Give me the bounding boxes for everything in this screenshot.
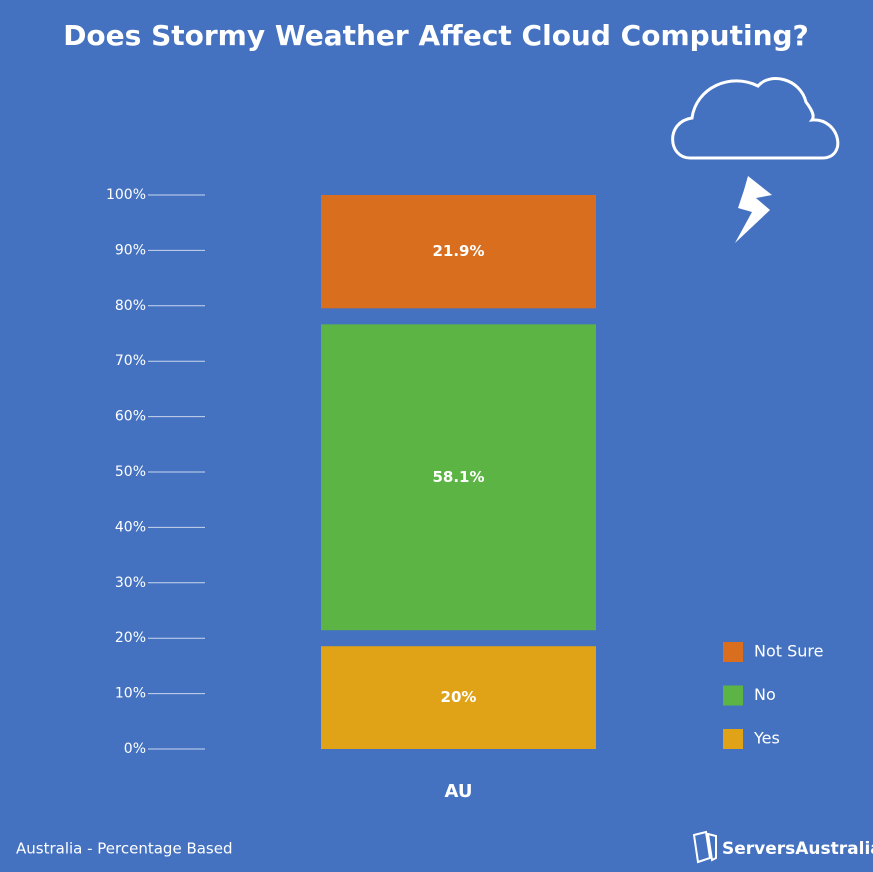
legend-swatch <box>723 729 743 749</box>
bar-segment <box>321 195 596 309</box>
cloud-icon <box>671 77 840 160</box>
value-label: 20% <box>441 688 477 706</box>
y-tick-label: 60% <box>115 409 146 425</box>
value-label: 21.9% <box>432 242 484 260</box>
chart-title: Does Stormy Weather Affect Cloud Computi… <box>63 19 809 52</box>
brand-name: ServersAustralia <box>722 839 873 859</box>
y-tick-label: 40% <box>115 519 146 535</box>
y-tick-label: 10% <box>115 686 146 702</box>
y-tick-label: 100% <box>106 187 146 203</box>
legend-label: Yes <box>753 729 780 748</box>
legend-swatch <box>723 685 743 706</box>
y-tick-label: 90% <box>115 242 146 258</box>
y-tick-label: 20% <box>115 630 146 646</box>
y-tick-label: 80% <box>115 298 146 314</box>
y-tick-label: 30% <box>115 575 146 591</box>
y-tick-label: 0% <box>124 741 146 757</box>
legend-swatch <box>723 642 743 662</box>
bar-segment <box>321 646 596 749</box>
x-tick-label: AU <box>445 781 473 802</box>
bar-segment <box>321 324 596 631</box>
y-tick-label: 70% <box>115 353 146 369</box>
brand-logo: ServersAustralia <box>692 830 873 864</box>
footer-note: Australia - Percentage Based <box>16 840 233 858</box>
legend-label: Not Sure <box>754 642 823 661</box>
y-tick-label: 50% <box>115 464 146 480</box>
brand-icon <box>692 830 717 864</box>
lightning-icon <box>735 176 772 243</box>
value-label: 58.1% <box>432 468 484 486</box>
legend-label: No <box>754 685 776 704</box>
